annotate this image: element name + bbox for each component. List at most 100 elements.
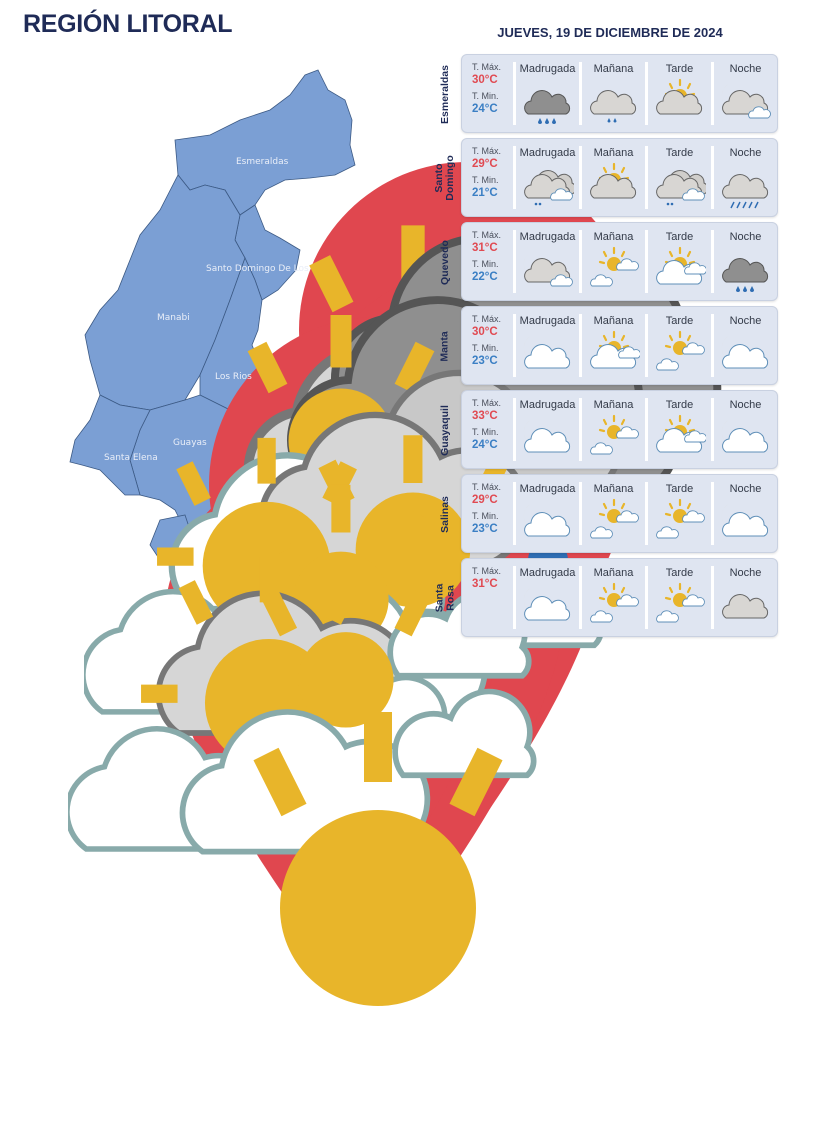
divider bbox=[579, 566, 582, 629]
period-label: Tarde bbox=[665, 315, 694, 327]
forecast-row: Santa Rosa T. Máx. 31°C Madrugada Mañana … bbox=[430, 558, 790, 638]
forecast-card[interactable]: T. Máx. 30°C T. Min. 24°C Madrugada Maña… bbox=[461, 54, 778, 133]
t-min-label: T. Min. bbox=[472, 91, 499, 101]
period-tarde: Tarde bbox=[648, 559, 711, 636]
period-label: Madrugada bbox=[519, 63, 576, 75]
divider bbox=[579, 146, 582, 209]
divider bbox=[513, 62, 516, 125]
city-name: Santa Rosa bbox=[430, 558, 460, 638]
temperature-block: T. Máx. 29°C T. Min. 23°C bbox=[462, 475, 513, 552]
period-label: Mañana bbox=[593, 147, 634, 159]
t-max-value: 31°C bbox=[472, 578, 498, 590]
divider bbox=[513, 482, 516, 545]
temperature-block: T. Máx. 31°C bbox=[462, 559, 513, 636]
divider bbox=[645, 482, 648, 545]
period-madrugada: Madrugada bbox=[516, 55, 579, 132]
period-manana: Mañana bbox=[582, 391, 645, 468]
city-label: Quevedo bbox=[438, 239, 451, 285]
period-tarde: Tarde bbox=[648, 223, 711, 300]
forecast-card[interactable]: T. Máx. 31°C Madrugada Mañana Tarde Noch… bbox=[461, 558, 778, 637]
divider bbox=[513, 146, 516, 209]
sun-clouds-icon bbox=[654, 495, 706, 551]
divider bbox=[711, 398, 714, 461]
city-name: Guayaquil bbox=[430, 390, 460, 470]
period-manana: Mañana bbox=[582, 223, 645, 300]
period-noche: Noche bbox=[714, 139, 777, 216]
temperature-block: T. Máx. 33°C T. Min. 24°C bbox=[462, 391, 513, 468]
forecast-card[interactable]: T. Máx. 30°C T. Min. 23°C Madrugada Maña… bbox=[461, 306, 778, 385]
forecast-card[interactable]: T. Máx. 29°C T. Min. 23°C Madrugada Maña… bbox=[461, 474, 778, 553]
forecast-row: Esmeraldas T. Máx. 30°C T. Min. 24°C Mad… bbox=[430, 54, 790, 134]
divider bbox=[711, 566, 714, 629]
divider bbox=[579, 314, 582, 377]
period-manana: Mañana bbox=[582, 307, 645, 384]
t-min-label: T. Min. bbox=[472, 259, 499, 269]
period-madrugada: Madrugada bbox=[516, 391, 579, 468]
t-min-label: T. Min. bbox=[472, 511, 499, 521]
sun-clouds-icon bbox=[654, 579, 706, 635]
t-min-value: 23°C bbox=[472, 523, 498, 535]
period-manana: Mañana bbox=[582, 139, 645, 216]
divider bbox=[579, 482, 582, 545]
t-max-value: 29°C bbox=[472, 158, 498, 170]
temperature-block: T. Máx. 31°C T. Min. 22°C bbox=[462, 223, 513, 300]
divider bbox=[579, 62, 582, 125]
city-label: Guayaquil bbox=[438, 404, 451, 456]
map-label-esmeraldas: Esmeraldas bbox=[236, 157, 289, 167]
period-label: Noche bbox=[729, 63, 762, 75]
map-label-santo-domingo: Santo Domingo De Los bbox=[206, 264, 309, 274]
cloud-sun-icon bbox=[654, 75, 706, 131]
city-label: Santo Domingo bbox=[433, 155, 456, 201]
map-label-manabi: Manabi bbox=[157, 313, 190, 323]
divider bbox=[579, 230, 582, 293]
period-noche: Noche bbox=[714, 223, 777, 300]
period-label: Noche bbox=[729, 483, 762, 495]
period-label: Tarde bbox=[665, 147, 694, 159]
forecast-card[interactable]: T. Máx. 29°C T. Min. 21°C Madrugada Maña… bbox=[461, 138, 778, 217]
t-min-label: T. Min. bbox=[472, 427, 499, 437]
divider bbox=[711, 230, 714, 293]
period-label: Noche bbox=[729, 567, 762, 579]
period-label: Mañana bbox=[593, 483, 634, 495]
t-min-value: 23°C bbox=[472, 355, 498, 367]
map-label-los-rios: Los Rios bbox=[215, 372, 252, 382]
period-tarde: Tarde bbox=[648, 139, 711, 216]
t-min-value: 22°C bbox=[472, 271, 498, 283]
map-label-guayas: Guayas bbox=[173, 438, 207, 448]
forecast-card[interactable]: T. Máx. 31°C T. Min. 22°C Madrugada Maña… bbox=[461, 222, 778, 301]
period-tarde: Tarde bbox=[648, 475, 711, 552]
t-min-value: 24°C bbox=[472, 439, 498, 451]
divider bbox=[645, 314, 648, 377]
period-label: Madrugada bbox=[519, 315, 576, 327]
period-madrugada: Madrugada bbox=[516, 139, 579, 216]
divider bbox=[513, 566, 516, 629]
moon-cloud-icon bbox=[522, 243, 574, 299]
period-label: Madrugada bbox=[519, 399, 576, 411]
t-min-label: T. Min. bbox=[472, 175, 499, 185]
moon-cloud-icon bbox=[522, 495, 574, 551]
moon-cloud-icon bbox=[720, 495, 772, 551]
t-max-label: T. Máx. bbox=[472, 482, 502, 492]
partly-sunny-icon bbox=[588, 327, 641, 383]
period-tarde: Tarde bbox=[648, 307, 711, 384]
sun-clouds-icon bbox=[588, 411, 640, 467]
t-max-value: 30°C bbox=[472, 326, 498, 338]
forecast-row: Salinas T. Máx. 29°C T. Min. 23°C Madrug… bbox=[430, 474, 790, 554]
sun-clouds-icon bbox=[588, 495, 640, 551]
period-label: Madrugada bbox=[519, 231, 576, 243]
t-max-value: 33°C bbox=[472, 410, 498, 422]
clouds-drizzle-icon bbox=[522, 159, 576, 215]
city-name: Santo Domingo bbox=[430, 138, 460, 218]
divider bbox=[711, 62, 714, 125]
forecast-card[interactable]: T. Máx. 33°C T. Min. 24°C Madrugada Maña… bbox=[461, 390, 778, 469]
period-label: Mañana bbox=[593, 231, 634, 243]
period-madrugada: Madrugada bbox=[516, 223, 579, 300]
period-label: Madrugada bbox=[519, 483, 576, 495]
period-label: Tarde bbox=[665, 399, 694, 411]
period-manana: Mañana bbox=[582, 559, 645, 636]
divider bbox=[513, 398, 516, 461]
cloud-drizzle-icon bbox=[588, 75, 640, 131]
city-name: Esmeraldas bbox=[430, 54, 460, 134]
divider bbox=[513, 314, 516, 377]
divider bbox=[645, 146, 648, 209]
